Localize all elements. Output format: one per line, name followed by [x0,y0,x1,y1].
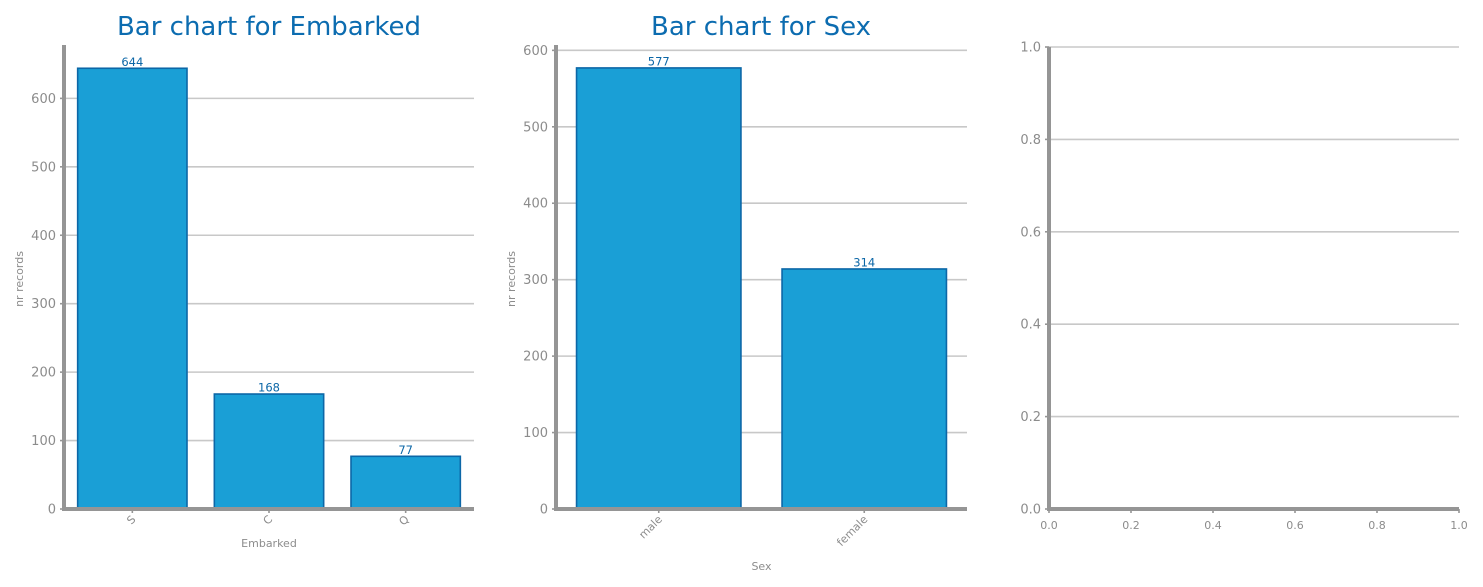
bar [350,455,462,510]
y-tick-label: 0.0 [1020,503,1041,518]
chart-empty: 0.0 0.2 0.4 0.6 0.8 1.0 0.0 0.2 0.4 0.6 0.8 1.0 [1020,41,1467,533]
x-tick-label: C [260,513,275,528]
y-axis-label: nr records [505,251,518,307]
chart-sex: Bar chart for Sex 0 100 200 300 400 500 600 577 m… [505,12,967,573]
chart-embarked: Bar chart for Embarked 0 100 200 300 400 500 60… [13,12,474,550]
bar [76,67,188,510]
y-tick-label: 500 [31,160,56,175]
y-tick-label: 0 [48,503,56,518]
y-tick-label: 400 [31,229,56,244]
chart-title: Bar chart for Embarked [117,12,421,42]
bar [213,393,325,510]
y-tick-label: 1.0 [1020,41,1041,56]
y-tick-label: 300 [31,297,56,312]
x-tick-label: Q [396,513,412,529]
x-tick-label: 0.2 [1122,519,1140,532]
y-tick-label: 0 [540,503,548,518]
y-tick-label: 100 [31,434,56,449]
bar-value-label: 644 [121,55,143,69]
y-tick-label: 500 [523,120,548,135]
bar-value-label: 168 [258,381,280,395]
y-tick-label: 600 [523,44,548,59]
bar [575,67,742,510]
y-tick-label: 0.8 [1020,133,1041,148]
x-axis-label: Sex [751,560,772,573]
bar-value-label: 577 [648,54,670,68]
y-axis-label: nr records [13,251,26,307]
y-tick-label: 0.2 [1020,410,1041,425]
bar [781,268,948,510]
x-tick-label: 0.8 [1368,519,1386,532]
x-tick-label: 1.0 [1450,519,1468,532]
y-tick-label: 0.6 [1020,225,1041,240]
x-tick-label: 0.6 [1286,519,1304,532]
y-tick-label: 400 [523,197,548,212]
chart-title: Bar chart for Sex [651,12,871,42]
x-axis-label: Embarked [241,537,297,550]
bar-value-label: 77 [398,443,413,457]
y-tick-label: 200 [31,366,56,381]
y-tick-label: 200 [523,350,548,365]
x-tick-label: S [124,513,138,527]
y-tick-label: 100 [523,426,548,441]
x-tick-label: female [834,513,870,549]
x-tick-label: 0.4 [1204,519,1222,532]
y-tick-label: 0.4 [1020,318,1041,333]
y-tick-label: 300 [523,273,548,288]
y-tick-label: 600 [31,92,56,107]
x-tick-label: 0.0 [1040,519,1058,532]
bar-value-label: 314 [853,255,875,269]
x-tick-label: male [636,513,665,542]
